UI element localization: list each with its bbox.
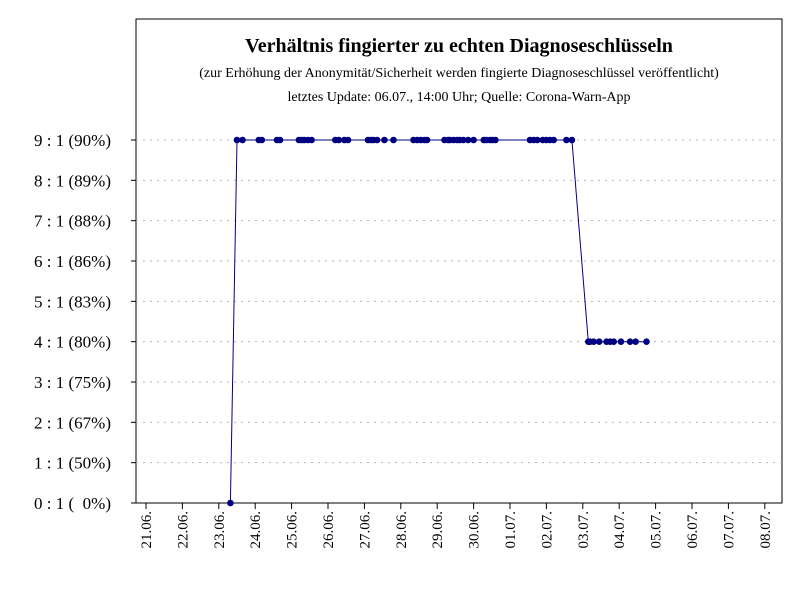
y-tick-label: 4 : 1 (80%) [34, 333, 111, 352]
data-point [643, 338, 650, 346]
x-tick-label: 04.07. [612, 511, 628, 549]
x-tick-label: 05.07. [649, 511, 665, 549]
chart-title: Verhältnis fingierter zu echten Diagnose… [245, 35, 673, 57]
chart-update-note: letztes Update: 06.07., 14:00 Uhr; Quell… [288, 90, 631, 105]
data-point [239, 136, 246, 144]
y-tick-label: 9 : 1 (90%) [34, 131, 111, 150]
x-tick-label: 27.06. [357, 511, 373, 549]
x-tick-label: 01.07. [503, 511, 519, 549]
x-tick-label: 24.06. [248, 511, 264, 549]
data-point [344, 136, 352, 144]
data-point [227, 499, 234, 507]
data-point [534, 136, 541, 144]
data-point [335, 136, 343, 144]
x-tick-label: 02.07. [539, 511, 555, 549]
data-point [308, 136, 315, 144]
data-point [590, 338, 597, 346]
x-tick-label: 25.06. [285, 511, 301, 549]
data-point [595, 338, 603, 346]
y-axis: 0 : 1 ( 0%) 1 : 1 (50%) 2 : 1 (67%) 3 : 1 (… [34, 131, 136, 513]
x-tick-label: 26.06. [321, 511, 337, 549]
y-tick-label: 5 : 1 (83%) [34, 292, 111, 311]
chart-subtitle: (zur Erhöhung der Anonymität/Sicherheit … [199, 66, 719, 81]
data-point [460, 136, 467, 144]
y-tick-label: 6 : 1 (86%) [34, 252, 111, 271]
data-point [276, 136, 284, 144]
data-point [632, 338, 639, 346]
data-point [550, 136, 557, 144]
x-tick-label: 22.06. [175, 511, 191, 549]
x-tick-label: 08.07. [758, 511, 774, 549]
data-point [563, 136, 570, 144]
y-tick-label: 7 : 1 (88%) [34, 212, 111, 231]
y-tick-label: 2 : 1 (67%) [34, 413, 111, 432]
data-point [617, 338, 625, 346]
grid-lines [136, 139, 782, 464]
data-point [390, 136, 397, 144]
data-point [423, 136, 431, 144]
x-tick-label: 06.07. [685, 511, 701, 549]
y-tick-label: 3 : 1 (75%) [34, 373, 111, 392]
data-point [233, 136, 241, 144]
x-tick-label: 30.06. [467, 511, 483, 549]
x-tick-label: 23.06. [212, 511, 228, 549]
data-point [626, 338, 634, 346]
x-axis: 21.06. 22.06. 23.06. 24.06. 25.06. 26.06. 27.0… [139, 503, 774, 549]
x-tick-label: 29.06. [430, 511, 446, 549]
data-point [568, 136, 576, 144]
data-points [227, 136, 650, 507]
x-tick-label: 03.07. [576, 511, 592, 549]
data-point [381, 136, 388, 144]
data-point [464, 136, 472, 144]
data-point [258, 136, 266, 144]
x-tick-label: 28.06. [394, 511, 410, 549]
y-tick-label: 8 : 1 (89%) [34, 171, 111, 190]
data-point [373, 136, 381, 144]
series-line [229, 139, 647, 504]
data-point [610, 338, 617, 346]
x-tick-label: 07.07. [721, 511, 737, 549]
x-tick-label: 21.06. [139, 511, 155, 549]
y-tick-label: 1 : 1 (50%) [34, 454, 111, 473]
data-point [492, 136, 499, 144]
y-tick-label: 0 : 1 ( 0%) [34, 494, 111, 513]
data-point [470, 136, 477, 144]
